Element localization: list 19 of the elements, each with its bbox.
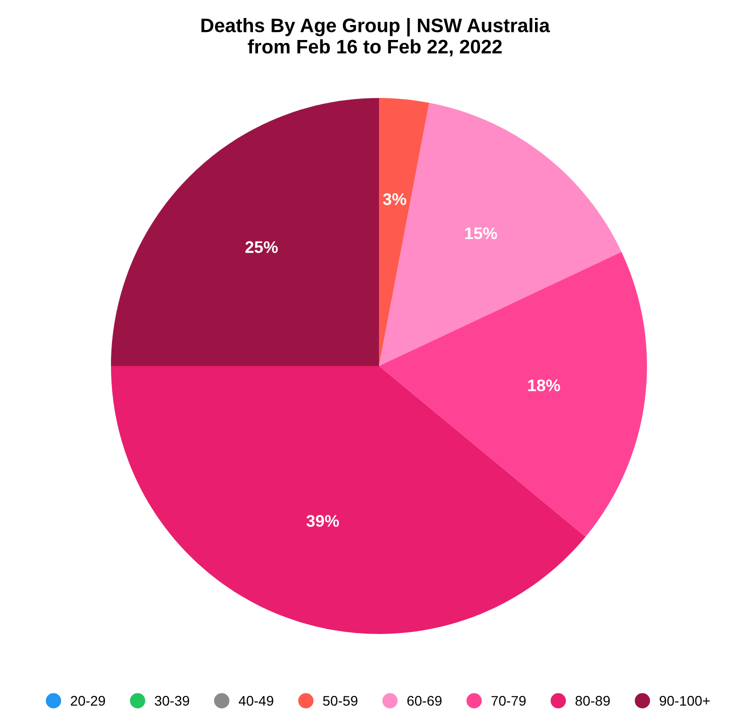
data-label: 18% xyxy=(528,379,560,392)
legend-label: 40-49 xyxy=(238,696,274,706)
legend-label: 20-29 xyxy=(70,696,106,706)
pie-slice xyxy=(379,252,647,537)
legend-label: 90-100+ xyxy=(660,696,710,706)
legend-label: 60-69 xyxy=(407,696,442,706)
pie-slice xyxy=(111,366,586,634)
data-label: 15% xyxy=(465,227,498,240)
legend-label: 30-39 xyxy=(154,696,190,706)
pie-slice xyxy=(379,102,622,366)
data-label: 3% xyxy=(382,193,406,206)
pie-slice xyxy=(111,98,379,366)
chart-title: Deaths By Age Group | NSW Australia from Feb 16 to Feb 22, 2022 xyxy=(201,18,550,56)
legend-label: 70-79 xyxy=(492,696,526,706)
legend-label: 50-59 xyxy=(323,696,358,706)
pie-slice xyxy=(379,98,430,366)
data-label: 25% xyxy=(245,241,278,253)
legend-label: 80-89 xyxy=(576,696,610,706)
data-label: 39% xyxy=(306,515,339,527)
